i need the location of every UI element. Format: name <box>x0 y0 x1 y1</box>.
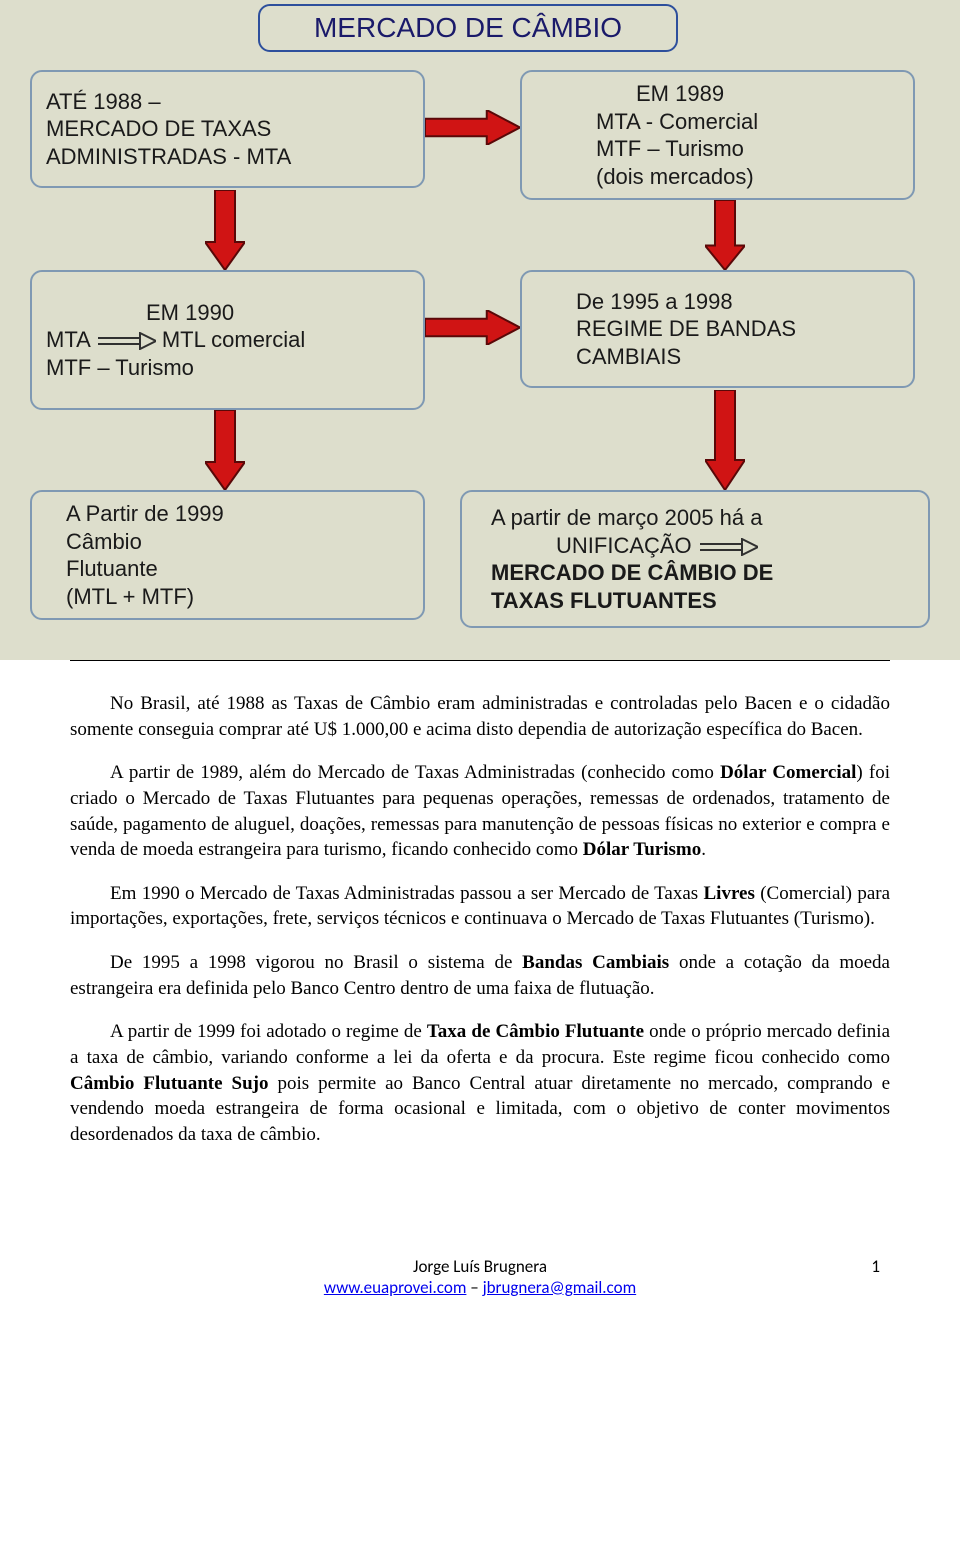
flow-arrow-a3 <box>705 200 745 270</box>
body-text: No Brasil, até 1988 as Taxas de Câmbio e… <box>0 661 960 1176</box>
body-paragraph: A partir de 1999 foi adotado o regime de… <box>70 1019 890 1147</box>
flow-arrow-a5 <box>205 410 245 490</box>
diagram-node-n5: A Partir de 1999CâmbioFlutuante(MTL + MT… <box>30 490 425 620</box>
flow-arrow-a2 <box>205 190 245 270</box>
diagram-node-n4: De 1995 a 1998REGIME DE BANDASCAMBIAIS <box>520 270 915 388</box>
footer-link[interactable]: www.euaprovei.com <box>324 1277 467 1298</box>
diagram-container: MERCADO DE CÂMBIO ATÉ 1988 –MERCADO DE T… <box>0 0 960 660</box>
body-paragraph: Em 1990 o Mercado de Taxas Administradas… <box>70 881 890 932</box>
flow-arrow-a4 <box>425 310 520 345</box>
body-paragraph: No Brasil, até 1988 as Taxas de Câmbio e… <box>70 691 890 742</box>
diagram-node-n2: EM 1989MTA - ComercialMTF – Turismo(dois… <box>520 70 915 200</box>
footer-email[interactable]: jbrugnera@gmail.com <box>483 1277 637 1298</box>
diagram-node-n3: EM 1990MTA MTL comercial MTF – Turismo <box>30 270 425 410</box>
flow-arrow-a6 <box>705 390 745 490</box>
footer-author: Jorge Luís Brugnera <box>413 1256 547 1277</box>
diagram-title: MERCADO DE CÂMBIO <box>258 4 678 52</box>
page-footer: Jorge Luís Brugnera 1 www.euaprovei.com … <box>0 1256 960 1319</box>
body-paragraph: De 1995 a 1998 vigorou no Brasil o siste… <box>70 950 890 1001</box>
flow-arrow-a1 <box>425 110 520 145</box>
footer-sep: – <box>470 1277 482 1298</box>
diagram-node-n6: A partir de março 2005 há aUNIFICAÇÃO ME… <box>460 490 930 628</box>
diagram-node-n1: ATÉ 1988 –MERCADO DE TAXASADMINISTRADAS … <box>30 70 425 188</box>
page-number: 1 <box>871 1256 880 1277</box>
body-paragraph: A partir de 1989, além do Mercado de Tax… <box>70 760 890 863</box>
